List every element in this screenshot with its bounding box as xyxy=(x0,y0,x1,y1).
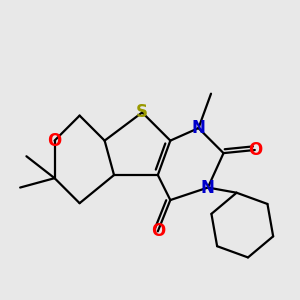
Text: O: O xyxy=(151,222,165,240)
Text: O: O xyxy=(248,141,262,159)
Text: S: S xyxy=(136,103,148,122)
Text: O: O xyxy=(47,132,62,150)
Text: N: N xyxy=(201,178,215,196)
Text: N: N xyxy=(192,119,206,137)
